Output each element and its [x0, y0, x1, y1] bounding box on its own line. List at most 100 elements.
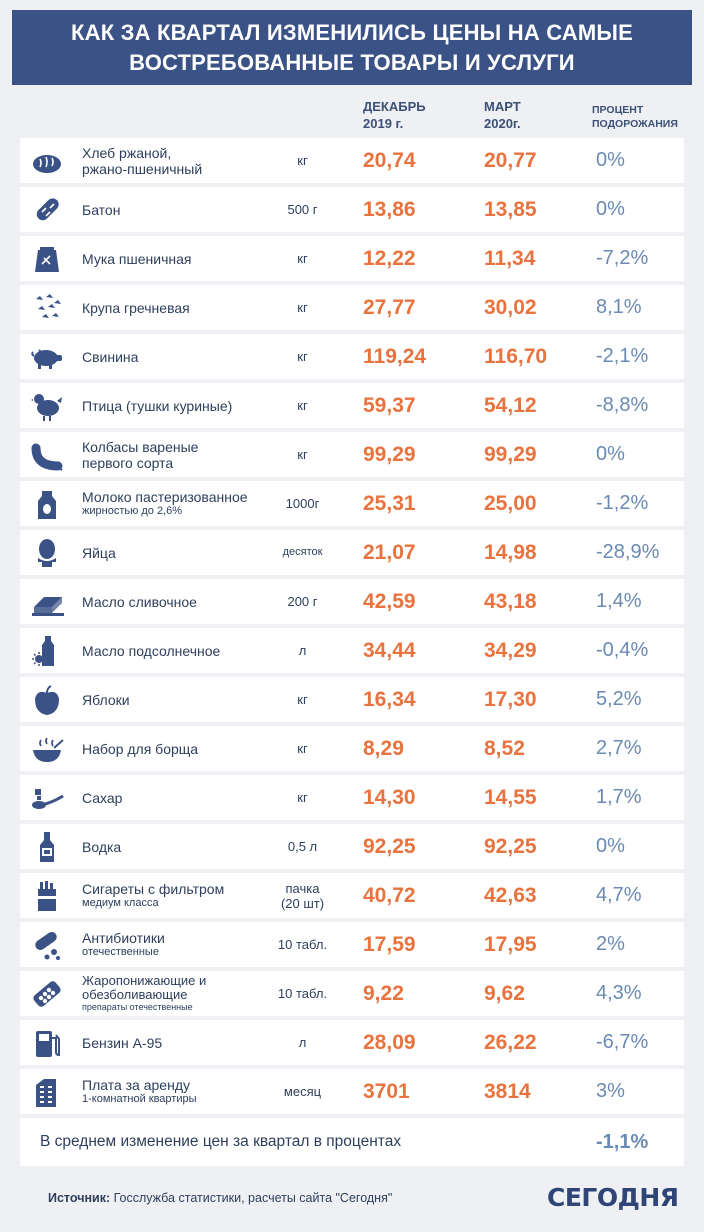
- building-icon: [30, 1075, 64, 1109]
- product-name: Набор для борща: [82, 740, 199, 757]
- table-row: Сахар кг 14,30 14,55 1,7%: [20, 775, 684, 820]
- table-row: Водка 0,5 л 92,25 92,25 0%: [20, 824, 684, 869]
- milk-icon: [30, 487, 64, 521]
- summary-row: В среднем изменение цен за квартал в про…: [20, 1118, 684, 1166]
- price-december: 119,24: [363, 345, 427, 368]
- product-name: Крупа гречневая: [82, 299, 190, 316]
- product-name: Жаропонижающие и обезболивающие препараты …: [82, 973, 207, 1013]
- sausage-icon: [30, 438, 64, 472]
- capsule-icon: [30, 928, 64, 962]
- vodka-bottle-icon: [30, 830, 64, 864]
- price-december: 13,86: [363, 198, 416, 221]
- price-december: 34,44: [363, 639, 416, 662]
- percent-change: 2,7%: [596, 737, 642, 759]
- price-december: 27,77: [363, 296, 416, 319]
- segodnya-logo: СЕГОДНЯ: [547, 1183, 679, 1212]
- unit: 10 табл.: [277, 986, 328, 1001]
- price-march: 92,25: [484, 835, 537, 858]
- price-march: 8,52: [484, 737, 525, 760]
- product-name: Водка: [82, 838, 122, 855]
- percent-change: -8,8%: [596, 394, 649, 416]
- product-name: Колбасы вареные первого сорта: [82, 438, 199, 471]
- table-row: Яйца десяток 21,07 14,98 -28,9%: [20, 530, 684, 575]
- source-note: Источник: Госслужба статистики, расчеты …: [48, 1191, 393, 1205]
- product-name: Птица (тушки куриные): [82, 397, 233, 414]
- price-march: 42,63: [484, 884, 537, 907]
- unit: л: [298, 1035, 307, 1050]
- price-march: 17,95: [484, 933, 537, 956]
- price-december: 25,31: [363, 492, 416, 515]
- product-name: Молоко пастеризованное жирностью до 2,6%: [82, 489, 248, 517]
- soup-bowl-icon: [30, 732, 64, 766]
- unit: 10 табл.: [277, 937, 328, 952]
- product-name: Батон: [82, 201, 121, 218]
- buckwheat-icon: [30, 291, 64, 325]
- unit: месяц: [283, 1084, 322, 1099]
- price-march: 14,55: [484, 786, 537, 809]
- title-line-2: ВОСТРЕБОВАННЫЕ ТОВАРЫ И УСЛУГИ: [129, 49, 575, 75]
- percent-change: 3%: [596, 1080, 625, 1102]
- product-name: Сахар: [82, 789, 123, 806]
- price-march: 25,00: [484, 492, 537, 515]
- percent-change: 1,7%: [596, 786, 642, 808]
- unit: 0,5 л: [287, 839, 318, 854]
- table-row: Молоко пастеризованное жирностью до 2,6% 1…: [20, 481, 684, 526]
- percent-change: -28,9%: [596, 541, 660, 563]
- unit: десяток: [282, 546, 323, 558]
- price-december: 42,59: [363, 590, 416, 613]
- price-march: 99,29: [484, 443, 537, 466]
- unit: 200 г: [287, 594, 318, 609]
- price-march: 116,70: [484, 345, 548, 368]
- table-row: Батон 500 г 13,86 13,85 0%: [20, 187, 684, 232]
- chicken-icon: [30, 389, 64, 423]
- product-name: Яйца: [82, 544, 116, 561]
- title-line-1: КАК ЗА КВАРТАЛ ИЗМЕНИЛИСЬ ЦЕНЫ НА САМЫЕ: [71, 19, 633, 45]
- butter-icon: [30, 585, 64, 619]
- loaf-icon: [30, 193, 64, 227]
- price-december: 92,25: [363, 835, 416, 858]
- unit: кг: [297, 692, 308, 707]
- pig-icon: [30, 340, 64, 374]
- bread-icon: [30, 144, 64, 178]
- unit: 500 г: [287, 202, 318, 217]
- title-banner: КАК ЗА КВАРТАЛ ИЗМЕНИЛИСЬ ЦЕНЫ НА САМЫЕ …: [12, 10, 692, 85]
- price-march: 34,29: [484, 639, 537, 662]
- unit: кг: [297, 300, 308, 315]
- page-title: КАК ЗА КВАРТАЛ ИЗМЕНИЛИСЬ ЦЕНЫ НА САМЫЕ …: [71, 18, 633, 78]
- price-march: 54,12: [484, 394, 537, 417]
- product-name: Свинина: [82, 348, 139, 365]
- price-december: 40,72: [363, 884, 416, 907]
- column-header-percent: ПРОЦЕНТ ПОДОРОЖАНИЯ: [592, 104, 678, 130]
- product-name: Антибиотики отечественные: [82, 930, 165, 958]
- unit: кг: [297, 741, 308, 756]
- percent-change: -2,1%: [596, 345, 649, 367]
- price-december: 99,29: [363, 443, 416, 466]
- fuel-pump-icon: [30, 1026, 64, 1060]
- table-row: Плата за аренду 1-комнатной квартиры месяц…: [20, 1069, 684, 1114]
- product-name: Плата за аренду 1-комнатной квартиры: [82, 1077, 197, 1105]
- price-march: 20,77: [484, 149, 537, 172]
- percent-change: 4,7%: [596, 884, 642, 906]
- egg-icon: [30, 536, 64, 570]
- oil-bottle-icon: [30, 634, 64, 668]
- unit: кг: [297, 447, 308, 462]
- product-name: Масло сливочное: [82, 593, 197, 610]
- price-march: 14,98: [484, 541, 537, 564]
- price-march: 9,62: [484, 982, 525, 1005]
- percent-change: -0,4%: [596, 639, 649, 661]
- table-row: Хлеб ржаной, ржано-пшеничный кг 20,74 20,77 0…: [20, 138, 684, 183]
- percent-change: 0%: [596, 835, 625, 857]
- flour-icon: [30, 242, 64, 276]
- unit: кг: [297, 153, 308, 168]
- price-march: 3814: [484, 1080, 531, 1103]
- price-march: 26,22: [484, 1031, 537, 1054]
- unit: кг: [297, 251, 308, 266]
- table-row: Мука пшеничная кг 12,22 11,34 -7,2%: [20, 236, 684, 281]
- table-row: Свинина кг 119,24 116,70 -2,1%: [20, 334, 684, 379]
- summary-value: -1,1%: [596, 1131, 649, 1153]
- sugar-spoon-icon: [30, 781, 64, 815]
- unit: пачка (20 шт): [280, 880, 325, 911]
- table-row: Жаропонижающие и обезболивающие препараты …: [20, 971, 684, 1016]
- price-march: 13,85: [484, 198, 537, 221]
- percent-change: 4,3%: [596, 982, 642, 1004]
